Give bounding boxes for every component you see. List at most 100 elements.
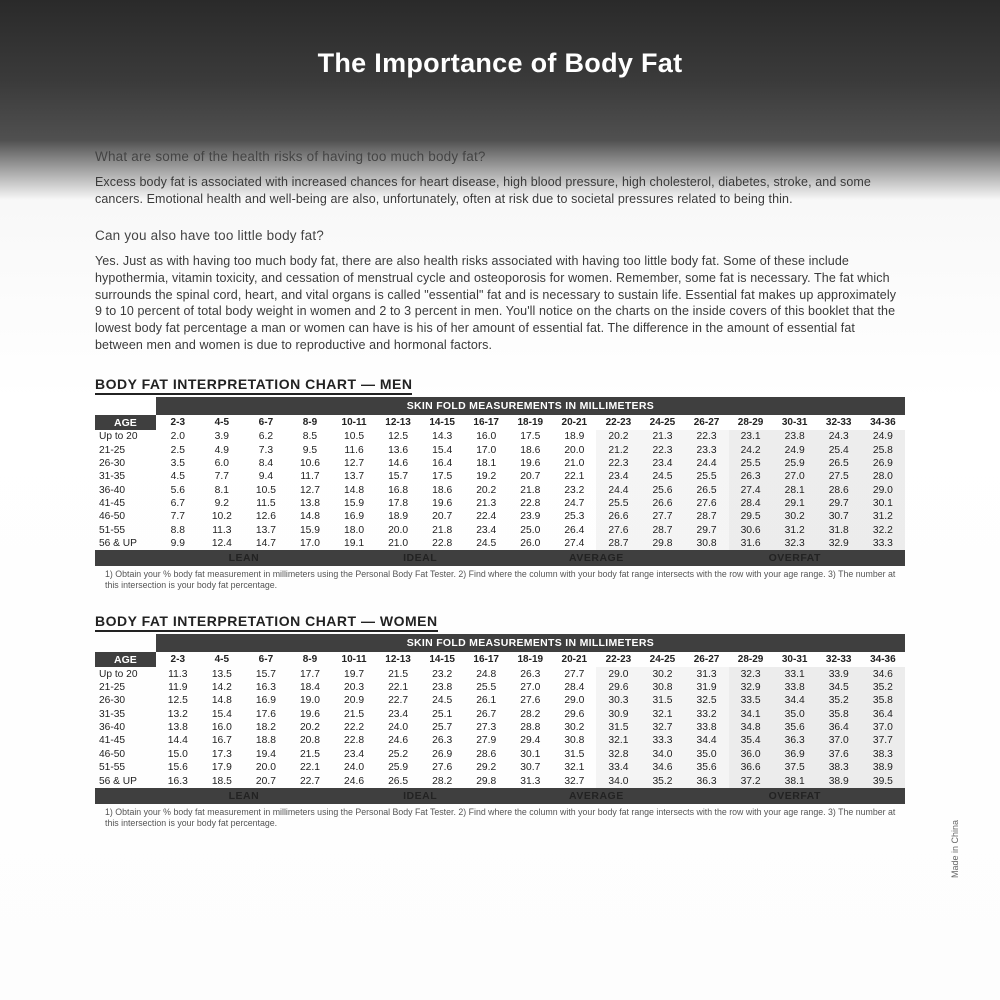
data-cell: 33.9 (817, 667, 861, 680)
data-cell: 9.9 (156, 537, 200, 550)
data-cell: 22.8 (420, 537, 464, 550)
age-cell: 36-40 (95, 721, 156, 734)
data-cell: 19.4 (244, 748, 288, 761)
age-cell: 51-55 (95, 524, 156, 537)
data-cell: 12.7 (332, 457, 376, 470)
data-cell: 6.2 (244, 430, 288, 443)
data-cell: 14.3 (420, 430, 464, 443)
data-cell: 21.2 (596, 443, 640, 456)
data-cell: 15.4 (200, 707, 244, 720)
table-row: 26-303.56.08.410.612.714.616.418.119.621… (95, 457, 905, 470)
data-cell: 25.5 (685, 470, 729, 483)
chart-women-title: BODY FAT INTERPRETATION CHART — WOMEN (95, 613, 438, 632)
data-cell: 24.6 (332, 774, 376, 787)
data-cell: 19.6 (420, 497, 464, 510)
data-cell: 35.0 (685, 748, 729, 761)
age-header-men: AGE (95, 415, 156, 430)
data-cell: 29.0 (596, 667, 640, 680)
data-cell: 32.7 (640, 721, 684, 734)
data-cell: 27.7 (552, 667, 596, 680)
data-cell: 29.0 (861, 484, 905, 497)
data-cell: 35.8 (817, 707, 861, 720)
data-cell: 27.6 (685, 497, 729, 510)
table-row: 46-5015.017.319.421.523.425.226.928.630.… (95, 748, 905, 761)
data-cell: 15.7 (244, 667, 288, 680)
age-cell: Up to 20 (95, 667, 156, 680)
table-row: 51-5515.617.920.022.124.025.927.629.230.… (95, 761, 905, 774)
data-cell: 24.4 (596, 484, 640, 497)
data-cell: 32.1 (552, 761, 596, 774)
table-row: 31-354.57.79.411.713.715.717.519.220.722… (95, 470, 905, 483)
data-cell: 21.0 (552, 457, 596, 470)
data-cell: 18.0 (332, 524, 376, 537)
data-cell: 10.2 (200, 510, 244, 523)
data-cell: 18.5 (200, 774, 244, 787)
table-row: 21-2511.914.216.318.420.322.123.825.527.… (95, 681, 905, 694)
data-cell: 13.7 (332, 470, 376, 483)
col-hdr: 22-23 (596, 652, 640, 667)
data-cell: 38.1 (773, 774, 817, 787)
data-cell: 26.3 (729, 470, 773, 483)
data-cell: 20.8 (288, 734, 332, 747)
data-cell: 17.5 (420, 470, 464, 483)
data-cell: 31.8 (817, 524, 861, 537)
data-cell: 25.9 (773, 457, 817, 470)
data-cell: 20.2 (596, 430, 640, 443)
answer-2: Yes. Just as with having too much body f… (95, 253, 905, 354)
col-hdr: 6-7 (244, 415, 288, 430)
data-cell: 3.5 (156, 457, 200, 470)
age-cell: 31-35 (95, 707, 156, 720)
cat-ideal: IDEAL (332, 550, 508, 566)
data-cell: 38.3 (817, 761, 861, 774)
data-cell: 27.5 (817, 470, 861, 483)
data-cell: 26.7 (464, 707, 508, 720)
col-hdr: 10-11 (332, 415, 376, 430)
data-cell: 17.0 (464, 443, 508, 456)
data-cell: 18.4 (288, 681, 332, 694)
table-row: 41-4514.416.718.820.822.824.626.327.929.… (95, 734, 905, 747)
document-paper: The Importance of Body Fat What are some… (65, 18, 935, 990)
data-cell: 23.8 (773, 430, 817, 443)
data-cell: 24.7 (552, 497, 596, 510)
data-cell: 16.3 (244, 681, 288, 694)
data-cell: 18.8 (244, 734, 288, 747)
data-cell: 26.3 (508, 667, 552, 680)
data-cell: 28.2 (420, 774, 464, 787)
table-row: 31-3513.215.417.619.621.523.425.126.728.… (95, 707, 905, 720)
age-cell: Up to 20 (95, 430, 156, 443)
data-cell: 35.6 (773, 721, 817, 734)
col-hdr: 22-23 (596, 415, 640, 430)
col-hdr: 2-3 (156, 652, 200, 667)
col-hdr: 18-19 (508, 415, 552, 430)
data-cell: 30.9 (596, 707, 640, 720)
col-hdr: 32-33 (817, 652, 861, 667)
data-cell: 39.5 (861, 774, 905, 787)
data-cell: 30.3 (596, 694, 640, 707)
data-cell: 23.1 (729, 430, 773, 443)
data-cell: 11.7 (288, 470, 332, 483)
data-cell: 29.1 (773, 497, 817, 510)
chart-men-title: BODY FAT INTERPRETATION CHART — MEN (95, 376, 412, 395)
data-cell: 27.4 (552, 537, 596, 550)
data-cell: 33.3 (861, 537, 905, 550)
data-cell: 7.7 (200, 470, 244, 483)
data-cell: 20.0 (552, 443, 596, 456)
footnote-women: 1) Obtain your % body fat measurement in… (95, 807, 905, 829)
data-cell: 14.4 (156, 734, 200, 747)
table-row: Up to 2011.313.515.717.719.721.523.224.8… (95, 667, 905, 680)
data-cell: 27.3 (464, 721, 508, 734)
data-cell: 28.6 (464, 748, 508, 761)
data-cell: 14.8 (288, 510, 332, 523)
data-cell: 32.1 (640, 707, 684, 720)
data-cell: 26.5 (817, 457, 861, 470)
data-cell: 8.8 (156, 524, 200, 537)
data-cell: 20.0 (376, 524, 420, 537)
data-cell: 37.0 (817, 734, 861, 747)
age-cell: 36-40 (95, 484, 156, 497)
col-hdr: 12-13 (376, 415, 420, 430)
data-cell: 35.2 (817, 694, 861, 707)
data-cell: 24.5 (420, 694, 464, 707)
data-cell: 12.5 (376, 430, 420, 443)
data-cell: 35.0 (773, 707, 817, 720)
data-cell: 27.0 (773, 470, 817, 483)
